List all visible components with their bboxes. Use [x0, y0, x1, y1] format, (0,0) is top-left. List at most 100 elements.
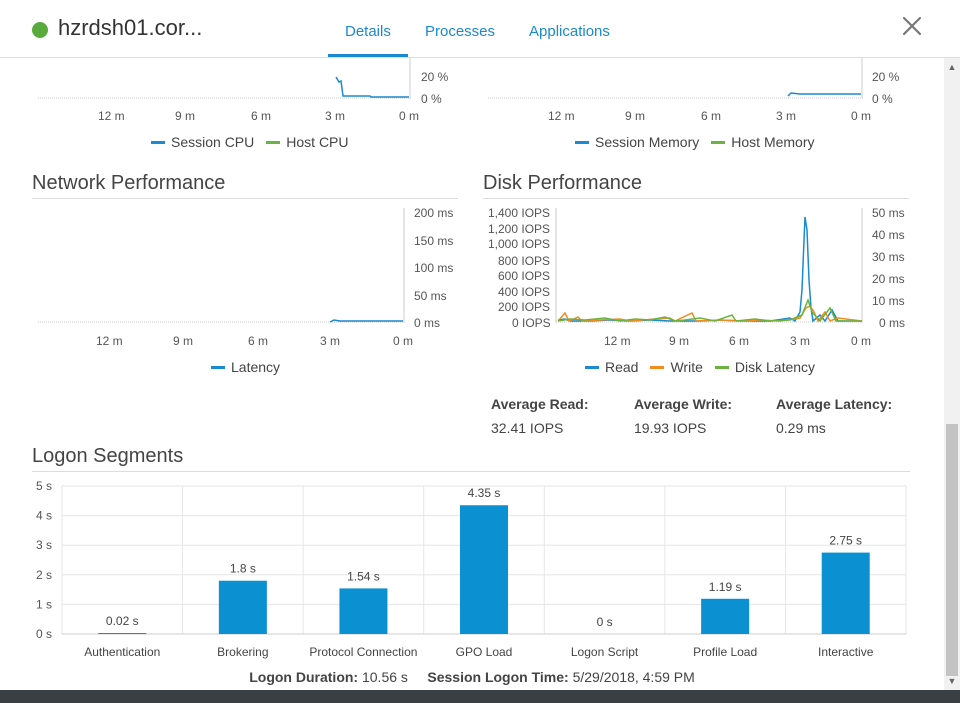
read-line	[557, 216, 862, 323]
dialog-header: hzrdsh01.cor... Details Processes Applic…	[0, 0, 960, 58]
write-line	[557, 305, 863, 323]
average-write-label: Average Write:	[634, 396, 733, 412]
logon-bar-label: 1.8 s	[230, 562, 256, 576]
memory-x-tick: 0 m	[851, 109, 871, 123]
legend-write[interactable]: Write	[650, 359, 703, 375]
disk-left-tick: 0 IOPS	[512, 316, 551, 330]
cpu-chart: 20 % 0 % 12 m 9 m 6 m 3 m 0 m	[38, 57, 449, 123]
average-write-value: 19.93 IOPS	[634, 420, 707, 436]
host-title: hzrdsh01.cor...	[58, 15, 203, 40]
logon-y-tick: 0 s	[36, 627, 52, 641]
cpu-x-tick: 6 m	[251, 109, 271, 123]
tab-details[interactable]: Details	[345, 23, 391, 40]
session-cpu-line	[335, 76, 409, 98]
tab-processes[interactable]: Processes	[425, 23, 496, 40]
logon-category-label: Authentication	[84, 645, 160, 659]
legend-latency[interactable]: Latency	[211, 359, 280, 375]
network-title: Network Performance	[32, 172, 226, 194]
cpu-legend: Session CPU Host CPU	[151, 134, 355, 150]
session-logon-time-label: Session Logon Time:	[427, 669, 569, 685]
logon-category-label: Protocol Connection	[309, 645, 417, 659]
cpu-y-tick: 20 %	[421, 70, 449, 84]
scroll-down-icon[interactable]: ▼	[947, 676, 957, 686]
logon-bar	[98, 633, 147, 634]
disk-left-tick: 800 IOPS	[498, 254, 550, 268]
active-tab-indicator	[328, 54, 408, 57]
memory-chart: 20 % 0 % 12 m 9 m 6 m 3 m 0 m	[488, 57, 900, 123]
disk-title: Disk Performance	[483, 172, 642, 194]
logon-title-rule	[32, 471, 910, 472]
legend-disk-latency[interactable]: Disk Latency	[714, 359, 815, 375]
disk-latency-line	[557, 297, 862, 323]
network-chart: 200 ms 150 ms 100 ms 50 ms 0 ms 12 m 9 m…	[38, 206, 453, 348]
legend-swatch	[585, 365, 599, 369]
average-latency-label: Average Latency:	[776, 396, 893, 412]
logon-bar	[821, 552, 870, 634]
legend-swatch	[151, 140, 165, 144]
network-x-tick: 6 m	[248, 334, 268, 348]
latency-line	[329, 319, 403, 323]
legend-swatch	[575, 140, 589, 144]
memory-y-tick: 20 %	[872, 70, 900, 84]
network-y-tick: 200 ms	[414, 206, 453, 220]
bottom-bar	[0, 690, 960, 703]
logon-y-tick: 1 s	[36, 597, 52, 611]
disk-chart: 1,400 IOPS 1,200 IOPS 1,000 IOPS 800 IOP…	[488, 206, 905, 348]
logon-y-tick: 4 s	[36, 509, 52, 523]
disk-title-rule	[483, 198, 909, 199]
scroll-up-icon[interactable]: ▲	[947, 62, 957, 72]
network-title-rule	[32, 198, 458, 199]
network-x-tick: 12 m	[96, 334, 123, 348]
cpu-y-tick: 0 %	[421, 92, 442, 106]
legend-session-cpu[interactable]: Session CPU	[151, 134, 254, 150]
legend-host-cpu[interactable]: Host CPU	[266, 134, 349, 150]
network-y-tick: 0 ms	[414, 316, 440, 330]
disk-left-tick: 200 IOPS	[498, 300, 550, 314]
logon-duration-label: Logon Duration:	[249, 669, 359, 685]
logon-footer: Logon Duration: 10.56 s Session Logon Ti…	[0, 669, 944, 685]
legend-read[interactable]: Read	[585, 359, 638, 375]
legend-swatch	[266, 140, 281, 144]
logon-bar	[218, 580, 267, 634]
disk-right-tick: 0 ms	[879, 316, 905, 330]
scrollbar-thumb[interactable]	[946, 424, 958, 676]
logon-bar-label: 2.75 s	[829, 534, 862, 548]
average-read-label: Average Read:	[491, 396, 589, 412]
network-x-tick: 3 m	[320, 334, 340, 348]
legend-session-memory[interactable]: Session Memory	[575, 134, 699, 150]
session-memory-line	[787, 92, 861, 97]
disk-right-tick: 10 ms	[872, 294, 905, 308]
network-x-tick: 0 m	[393, 334, 413, 348]
cpu-x-tick: 0 m	[399, 109, 419, 123]
memory-x-tick: 6 m	[701, 109, 721, 123]
legend-host-memory[interactable]: Host Memory	[711, 134, 815, 150]
disk-right-tick: 50 ms	[872, 206, 905, 220]
legend-swatch	[211, 365, 225, 369]
disk-left-tick: 1,200 IOPS	[488, 222, 550, 236]
memory-x-tick: 12 m	[548, 109, 575, 123]
memory-legend: Session Memory Host Memory	[575, 134, 821, 150]
disk-left-tick: 400 IOPS	[498, 285, 550, 299]
logon-category-label: GPO Load	[456, 645, 513, 659]
disk-x-tick: 9 m	[669, 334, 689, 348]
disk-x-tick: 12 m	[604, 334, 631, 348]
average-latency-value: 0.29 ms	[776, 420, 826, 436]
logon-category-label: Interactive	[818, 645, 874, 659]
logon-category-label: Profile Load	[693, 645, 757, 659]
tab-applications[interactable]: Applications	[529, 23, 610, 40]
disk-legend: Read Write Disk Latency	[585, 359, 821, 375]
disk-right-tick: 30 ms	[872, 250, 905, 264]
logon-bar	[460, 505, 508, 634]
cpu-x-tick: 3 m	[325, 109, 345, 123]
logon-title: Logon Segments	[32, 445, 184, 467]
logon-bar-label: 0 s	[597, 615, 613, 629]
disk-right-tick: 20 ms	[872, 272, 905, 286]
network-legend: Latency	[211, 359, 286, 375]
average-read-value: 32.41 IOPS	[491, 420, 564, 436]
disk-left-tick: 1,000 IOPS	[488, 237, 550, 251]
close-icon[interactable]	[900, 14, 924, 38]
legend-swatch	[714, 365, 729, 369]
network-y-tick: 50 ms	[414, 289, 447, 303]
logon-segments-chart: 5 s 4 s 3 s 2 s 1 s 0 s 0.02 s Authentication 1.…	[36, 479, 907, 659]
logon-bar-label: 1.19 s	[709, 580, 742, 594]
